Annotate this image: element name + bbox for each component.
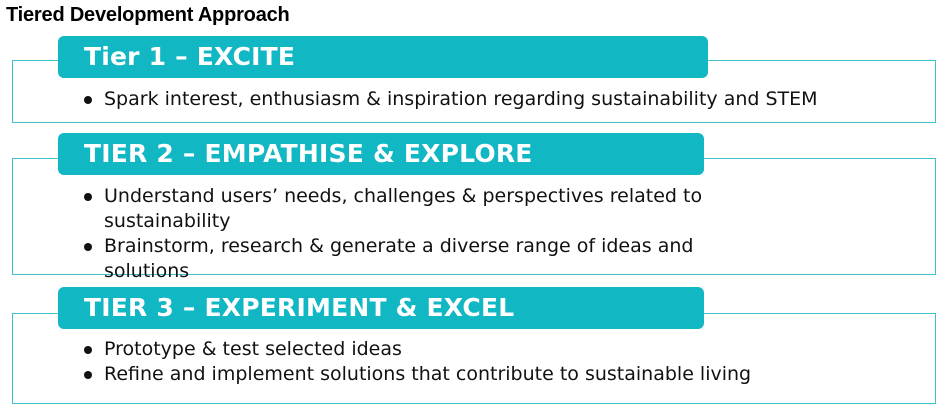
tier-1-bullet-list: Spark interest, enthusiasm & inspiration…	[74, 87, 924, 112]
tier-3-bullet-list: Prototype & test selected ideas Refine a…	[74, 337, 924, 387]
page-title: Tiered Development Approach	[6, 4, 290, 26]
tier-3-bullet-2-text: Refine and implement solutions that cont…	[104, 363, 752, 385]
tier-1-bullet-1-text: Spark interest, enthusiasm & inspiration…	[104, 88, 818, 110]
bullet-icon	[84, 243, 92, 251]
tier-2-header: TIER 2 – EMPATHISE & EXPLORE	[58, 133, 704, 175]
list-item: Brainstorm, research & generate a divers…	[74, 234, 774, 284]
tier-3-header: TIER 3 – EXPERIMENT & EXCEL	[58, 287, 704, 329]
bullet-icon	[84, 96, 92, 104]
tier-3-bullet-1-text: Prototype & test selected ideas	[104, 338, 402, 360]
tier-2-bullet-2-text: Brainstorm, research & generate a divers…	[104, 235, 694, 282]
list-item: Prototype & test selected ideas	[74, 337, 924, 362]
tier-2-bullet-1-text: Understand users’ needs, challenges & pe…	[104, 185, 703, 232]
bullet-icon	[84, 193, 92, 201]
tier-2-bullet-list: Understand users’ needs, challenges & pe…	[74, 184, 774, 284]
tier-1-header: Tier 1 – EXCITE	[58, 36, 708, 78]
bullet-icon	[84, 346, 92, 354]
list-item: Understand users’ needs, challenges & pe…	[74, 184, 774, 234]
list-item: Refine and implement solutions that cont…	[74, 362, 924, 387]
bullet-icon	[84, 371, 92, 379]
list-item: Spark interest, enthusiasm & inspiration…	[74, 87, 924, 112]
tier-2-box	[12, 158, 936, 275]
